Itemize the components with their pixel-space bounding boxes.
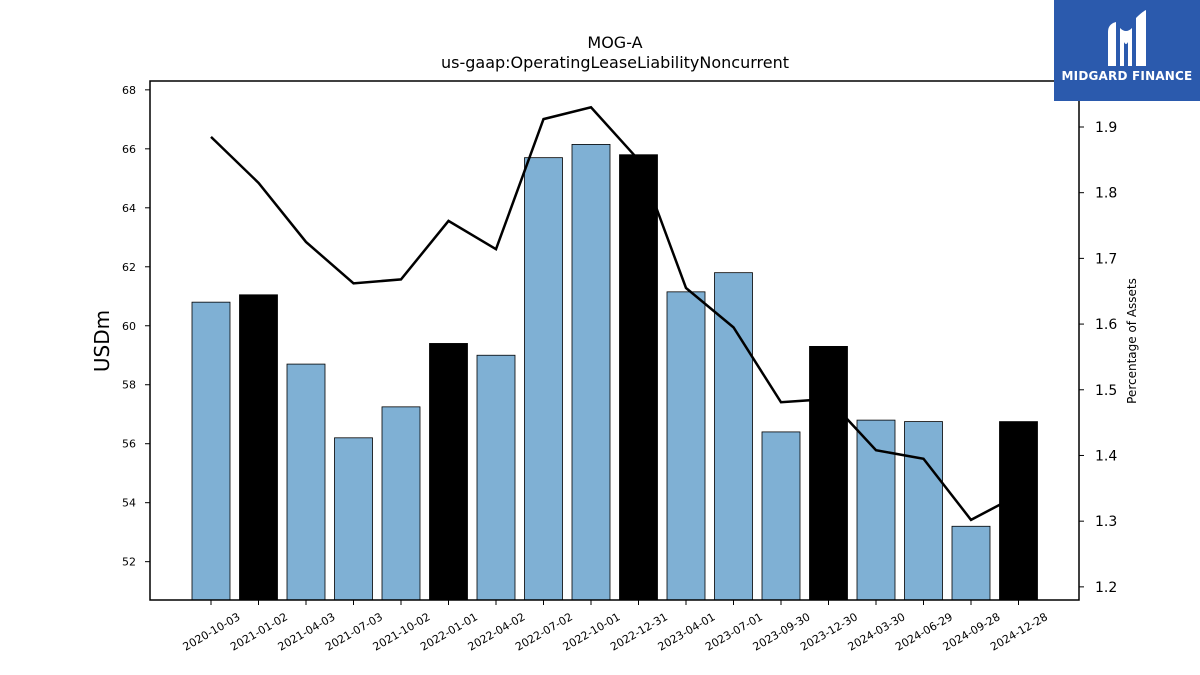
y-tick-label-56: 56 [122,438,136,451]
logo-text: MIDGARD FINANCE [1061,69,1193,83]
midgard-logo-icon [1108,10,1146,66]
y2-tick-label-1.9: 1.9 [1095,120,1117,136]
bar-2024-12-28 [999,421,1038,601]
bar-2022-07-02 [524,157,563,601]
bar-2024-03-30 [856,419,896,601]
bar-2023-12-30 [809,345,848,601]
bar-2023-09-30 [761,431,801,601]
bars-group [191,144,1038,601]
bar-2022-01-01 [429,343,468,601]
logo: MIDGARD FINANCE [1054,0,1200,101]
bar-2022-04-02 [476,354,516,601]
y-tick-label-54: 54 [122,497,136,510]
bar-2021-10-02 [381,406,421,601]
bar-2024-06-29 [904,421,943,601]
y-tick-label-52: 52 [122,556,136,569]
y2-tick-label-1.5: 1.5 [1095,383,1117,399]
y2-tick-label-1.3: 1.3 [1095,514,1117,530]
y2-tick-label-1.7: 1.7 [1095,251,1117,267]
y-tick-label-66: 66 [122,143,136,156]
bar-2021-07-03 [334,437,373,601]
bar-2024-09-28 [951,525,991,601]
y-tick-label-60: 60 [122,320,136,333]
bar-2023-04-01 [666,291,706,601]
bar-2021-01-02 [239,294,278,601]
bar-2022-10-01 [571,144,611,601]
y2-tick-label-1.6: 1.6 [1095,317,1117,333]
chart-subtitle: us-gaap:OperatingLeaseLiabilityNoncurren… [441,53,789,72]
chart-title: MOG-A [587,33,642,52]
plot-frame [149,80,1080,601]
line-group [210,105,1020,522]
bar-2023-07-01 [714,272,753,601]
y2-tick-label-1.4: 1.4 [1095,448,1117,464]
y-axis-right: 1.2 1.3 1.4 1.5 1.6 1.7 1.8 1.9 [1079,120,1117,596]
bar-2020-10-03 [191,301,231,601]
y-tick-label-64: 64 [122,202,136,215]
y-tick-label-68: 68 [122,84,136,97]
y-axis-left: 52 54 56 58 60 62 64 66 68 [122,84,150,569]
bar-2021-04-03 [286,363,326,601]
y2-axis-label: Percentage of Assets [1125,278,1139,404]
y-tick-label-58: 58 [122,379,136,392]
y2-tick-label-1.8: 1.8 [1095,186,1117,202]
bar-2022-12-31 [619,154,658,601]
percentage-line [210,105,1020,522]
y-tick-label-62: 62 [122,261,136,274]
y2-tick-label-1.2: 1.2 [1095,580,1117,596]
x-axis: 2020-10-032021-01-022021-04-032021-07-03… [181,600,1050,654]
y-axis-label: USDm [90,310,114,372]
